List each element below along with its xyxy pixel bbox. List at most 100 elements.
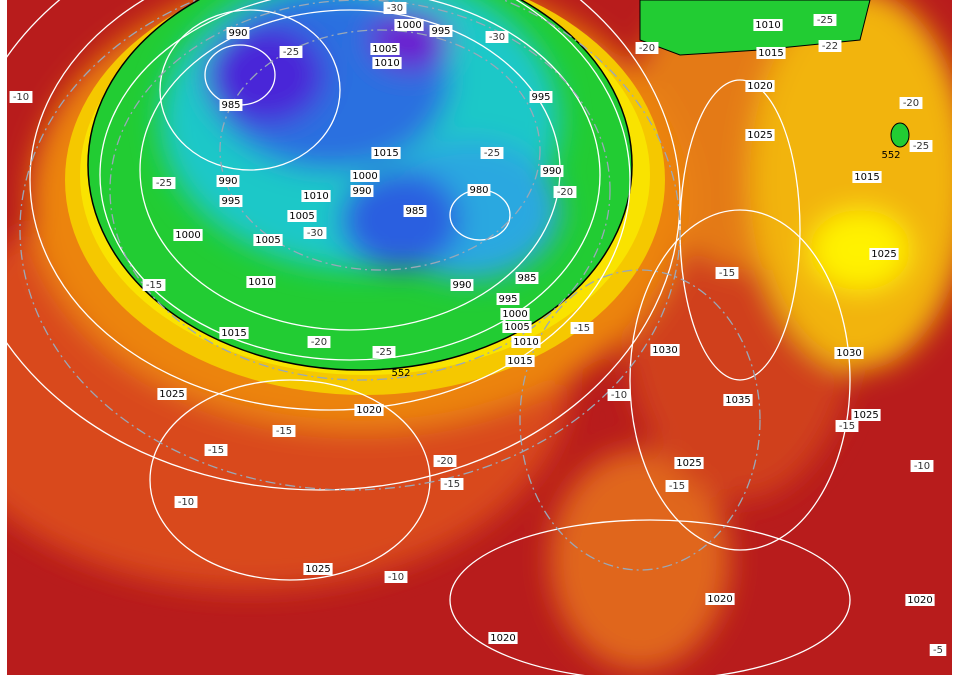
label-box <box>909 140 933 152</box>
label-group: 1015 <box>852 171 882 183</box>
label-group: -25 <box>480 147 504 159</box>
isobar-label: 1020 <box>490 633 515 644</box>
isobar-label: 1010 <box>755 20 780 31</box>
label-group: 1005 <box>502 321 532 333</box>
temperature-label: -15 <box>669 481 685 492</box>
label-group: -15 <box>715 267 739 279</box>
label-group: 1025 <box>674 457 704 469</box>
label-group: 990 <box>226 27 250 39</box>
isobar-label: 990 <box>218 176 237 187</box>
label-box <box>851 409 881 421</box>
isobar-label: 1020 <box>356 405 381 416</box>
isobar-label: 1025 <box>305 564 330 575</box>
isobar-label: 995 <box>531 92 550 103</box>
label-group: 1010 <box>511 336 541 348</box>
temperature-label: -30 <box>307 228 323 239</box>
label-box <box>394 19 424 31</box>
temperature-label: -25 <box>156 178 172 189</box>
temperature-label: -30 <box>489 32 505 43</box>
label-group: 1000 <box>350 170 380 182</box>
label-box <box>834 347 864 359</box>
isobar-label: 990 <box>542 166 561 177</box>
label-group: -25 <box>909 140 933 152</box>
label-box <box>756 47 786 59</box>
label-box <box>350 170 380 182</box>
isobar-label: 1020 <box>707 594 732 605</box>
label-group: -15 <box>570 322 594 334</box>
label-group: 1005 <box>287 210 317 222</box>
label-box <box>540 165 564 177</box>
label-group: 1015 <box>505 355 535 367</box>
isobar-label: 1015 <box>758 48 783 59</box>
isobar-label: 1030 <box>836 348 861 359</box>
isobar-label: 985 <box>221 100 240 111</box>
label-box <box>515 272 539 284</box>
label-box <box>496 293 520 305</box>
label-box <box>650 344 680 356</box>
label-box <box>152 177 176 189</box>
label-box <box>403 205 427 217</box>
label-group: 1020 <box>488 632 518 644</box>
label-box <box>899 97 923 109</box>
temperature-label: -10 <box>914 461 930 472</box>
isobar-label: 1000 <box>352 171 377 182</box>
label-box <box>929 644 947 656</box>
label-box <box>745 129 775 141</box>
label-group: 995 <box>219 195 243 207</box>
isobar-label: 980 <box>469 185 488 196</box>
isobar-label: 1010 <box>248 277 273 288</box>
temperature-label: -10 <box>13 92 29 103</box>
label-group: 1000 <box>173 229 203 241</box>
temperature-label: -5 <box>933 645 943 656</box>
isobar-label: 1025 <box>676 458 701 469</box>
isobar-label: 985 <box>517 273 536 284</box>
label-group: -10 <box>607 389 631 401</box>
isobar-label: 1005 <box>255 235 280 246</box>
label-group: 1015 <box>371 147 401 159</box>
label-group: 980 <box>467 184 491 196</box>
label-box <box>142 279 166 291</box>
label-group: -25 <box>372 346 396 358</box>
temperature-label: -20 <box>903 98 919 109</box>
label-group: 1020 <box>705 593 735 605</box>
thickness-label: 552 <box>881 150 900 161</box>
label-box <box>384 571 408 583</box>
label-box <box>835 420 859 432</box>
label-group: -15 <box>440 478 464 490</box>
label-box <box>505 355 535 367</box>
label-group: -10 <box>174 496 198 508</box>
label-group: 1025 <box>745 129 775 141</box>
label-group: 1035 <box>723 394 753 406</box>
label-group: 990 <box>216 175 240 187</box>
temperature-label: -10 <box>178 497 194 508</box>
label-box <box>219 327 249 339</box>
label-group: -10 <box>384 571 408 583</box>
isobar-label: 1000 <box>502 309 527 320</box>
isobar-label: 1030 <box>652 345 677 356</box>
label-box <box>371 147 401 159</box>
isobar-label: 995 <box>498 294 517 305</box>
label-box <box>869 248 899 260</box>
temperature-label: -15 <box>146 280 162 291</box>
label-box <box>813 14 837 26</box>
temperature-label: -20 <box>437 456 453 467</box>
label-group: 552 <box>391 368 410 379</box>
label-box <box>745 80 775 92</box>
label-group: -15 <box>835 420 859 432</box>
temperature-label: -25 <box>817 15 833 26</box>
label-box <box>635 42 659 54</box>
label-group: -25 <box>152 177 176 189</box>
temperature-label: -10 <box>611 390 627 401</box>
label-group: -15 <box>204 444 228 456</box>
label-box <box>246 276 276 288</box>
temperature-contours <box>19 0 761 571</box>
temperature-label: -22 <box>822 41 838 52</box>
label-group: 1025 <box>851 409 881 421</box>
isobar-label: 1005 <box>372 44 397 55</box>
thickness-label: 552 <box>391 368 410 379</box>
isobar-label: 1025 <box>747 130 772 141</box>
label-group: 995 <box>496 293 520 305</box>
label-box <box>383 2 407 14</box>
label-group: 1000 <box>394 19 424 31</box>
temperature-label: -25 <box>283 47 299 58</box>
